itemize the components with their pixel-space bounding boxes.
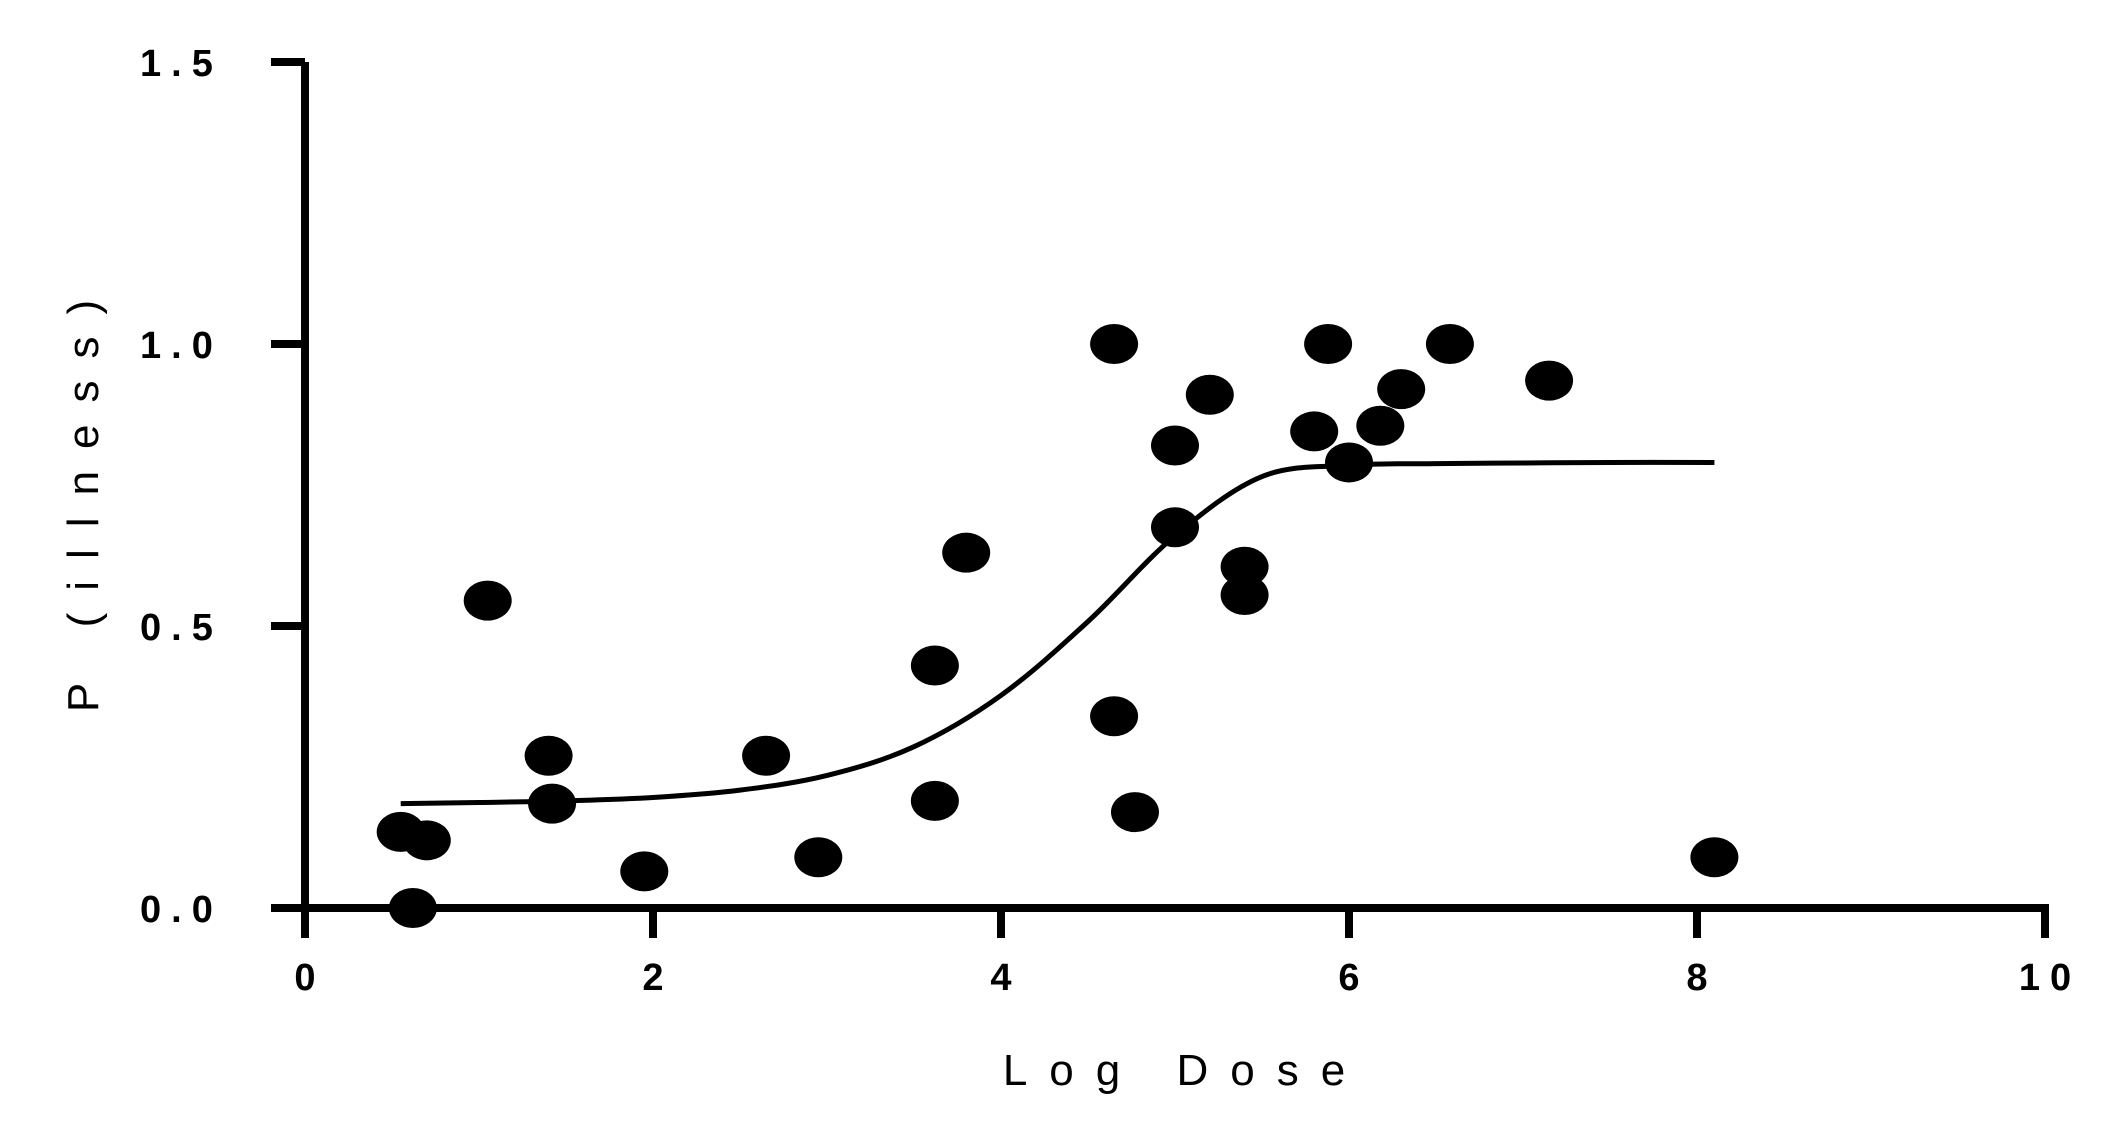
data-point — [1377, 369, 1426, 410]
data-point — [1220, 546, 1269, 587]
data-point — [528, 783, 577, 824]
fitted-curve — [400, 459, 1715, 807]
data-point — [910, 780, 959, 821]
data-point — [524, 735, 573, 776]
data-point — [1356, 405, 1405, 446]
x-tick-label: 0 — [294, 957, 325, 999]
y-tick-label: 0.5 — [140, 607, 223, 649]
x-tick-label: 4 — [990, 957, 1021, 999]
y-axis-ticks: 0.0 0.5 1.0 1.5 — [140, 43, 305, 931]
data-point — [742, 735, 791, 776]
data-point — [1151, 425, 1199, 466]
y-tick-label: 1.0 — [140, 325, 223, 367]
data-point — [1185, 374, 1234, 415]
y-tick-label: 1.5 — [140, 43, 223, 85]
x-tick-label: 6 — [1338, 957, 1369, 999]
x-axis-title: Log Dose — [1003, 1046, 1367, 1095]
x-tick-label: 2 — [642, 957, 673, 999]
data-point — [942, 532, 991, 573]
data-point — [1304, 324, 1353, 364]
data-point — [388, 888, 437, 928]
data-point — [1151, 507, 1199, 548]
data-point — [1090, 696, 1139, 737]
data-point — [463, 580, 512, 621]
data-point — [620, 851, 669, 892]
data-point — [794, 837, 843, 878]
x-tick-label: 10 — [2019, 957, 2081, 999]
data-point — [1290, 411, 1339, 452]
x-tick-label: 8 — [1686, 957, 1717, 999]
data-point — [1110, 792, 1159, 833]
data-point — [402, 820, 451, 861]
x-axis-ticks: 0 2 4 6 8 10 — [294, 908, 2081, 999]
y-tick-label: 0.0 — [140, 889, 223, 931]
data-point — [1090, 324, 1139, 364]
data-point — [1220, 574, 1269, 615]
data-point — [1525, 360, 1574, 401]
data-point — [1325, 442, 1373, 483]
y-axis-title: P (illness) — [59, 278, 108, 712]
data-point — [1690, 837, 1739, 878]
data-point — [1425, 324, 1474, 364]
data-point — [910, 645, 959, 686]
data-points — [376, 324, 1739, 928]
